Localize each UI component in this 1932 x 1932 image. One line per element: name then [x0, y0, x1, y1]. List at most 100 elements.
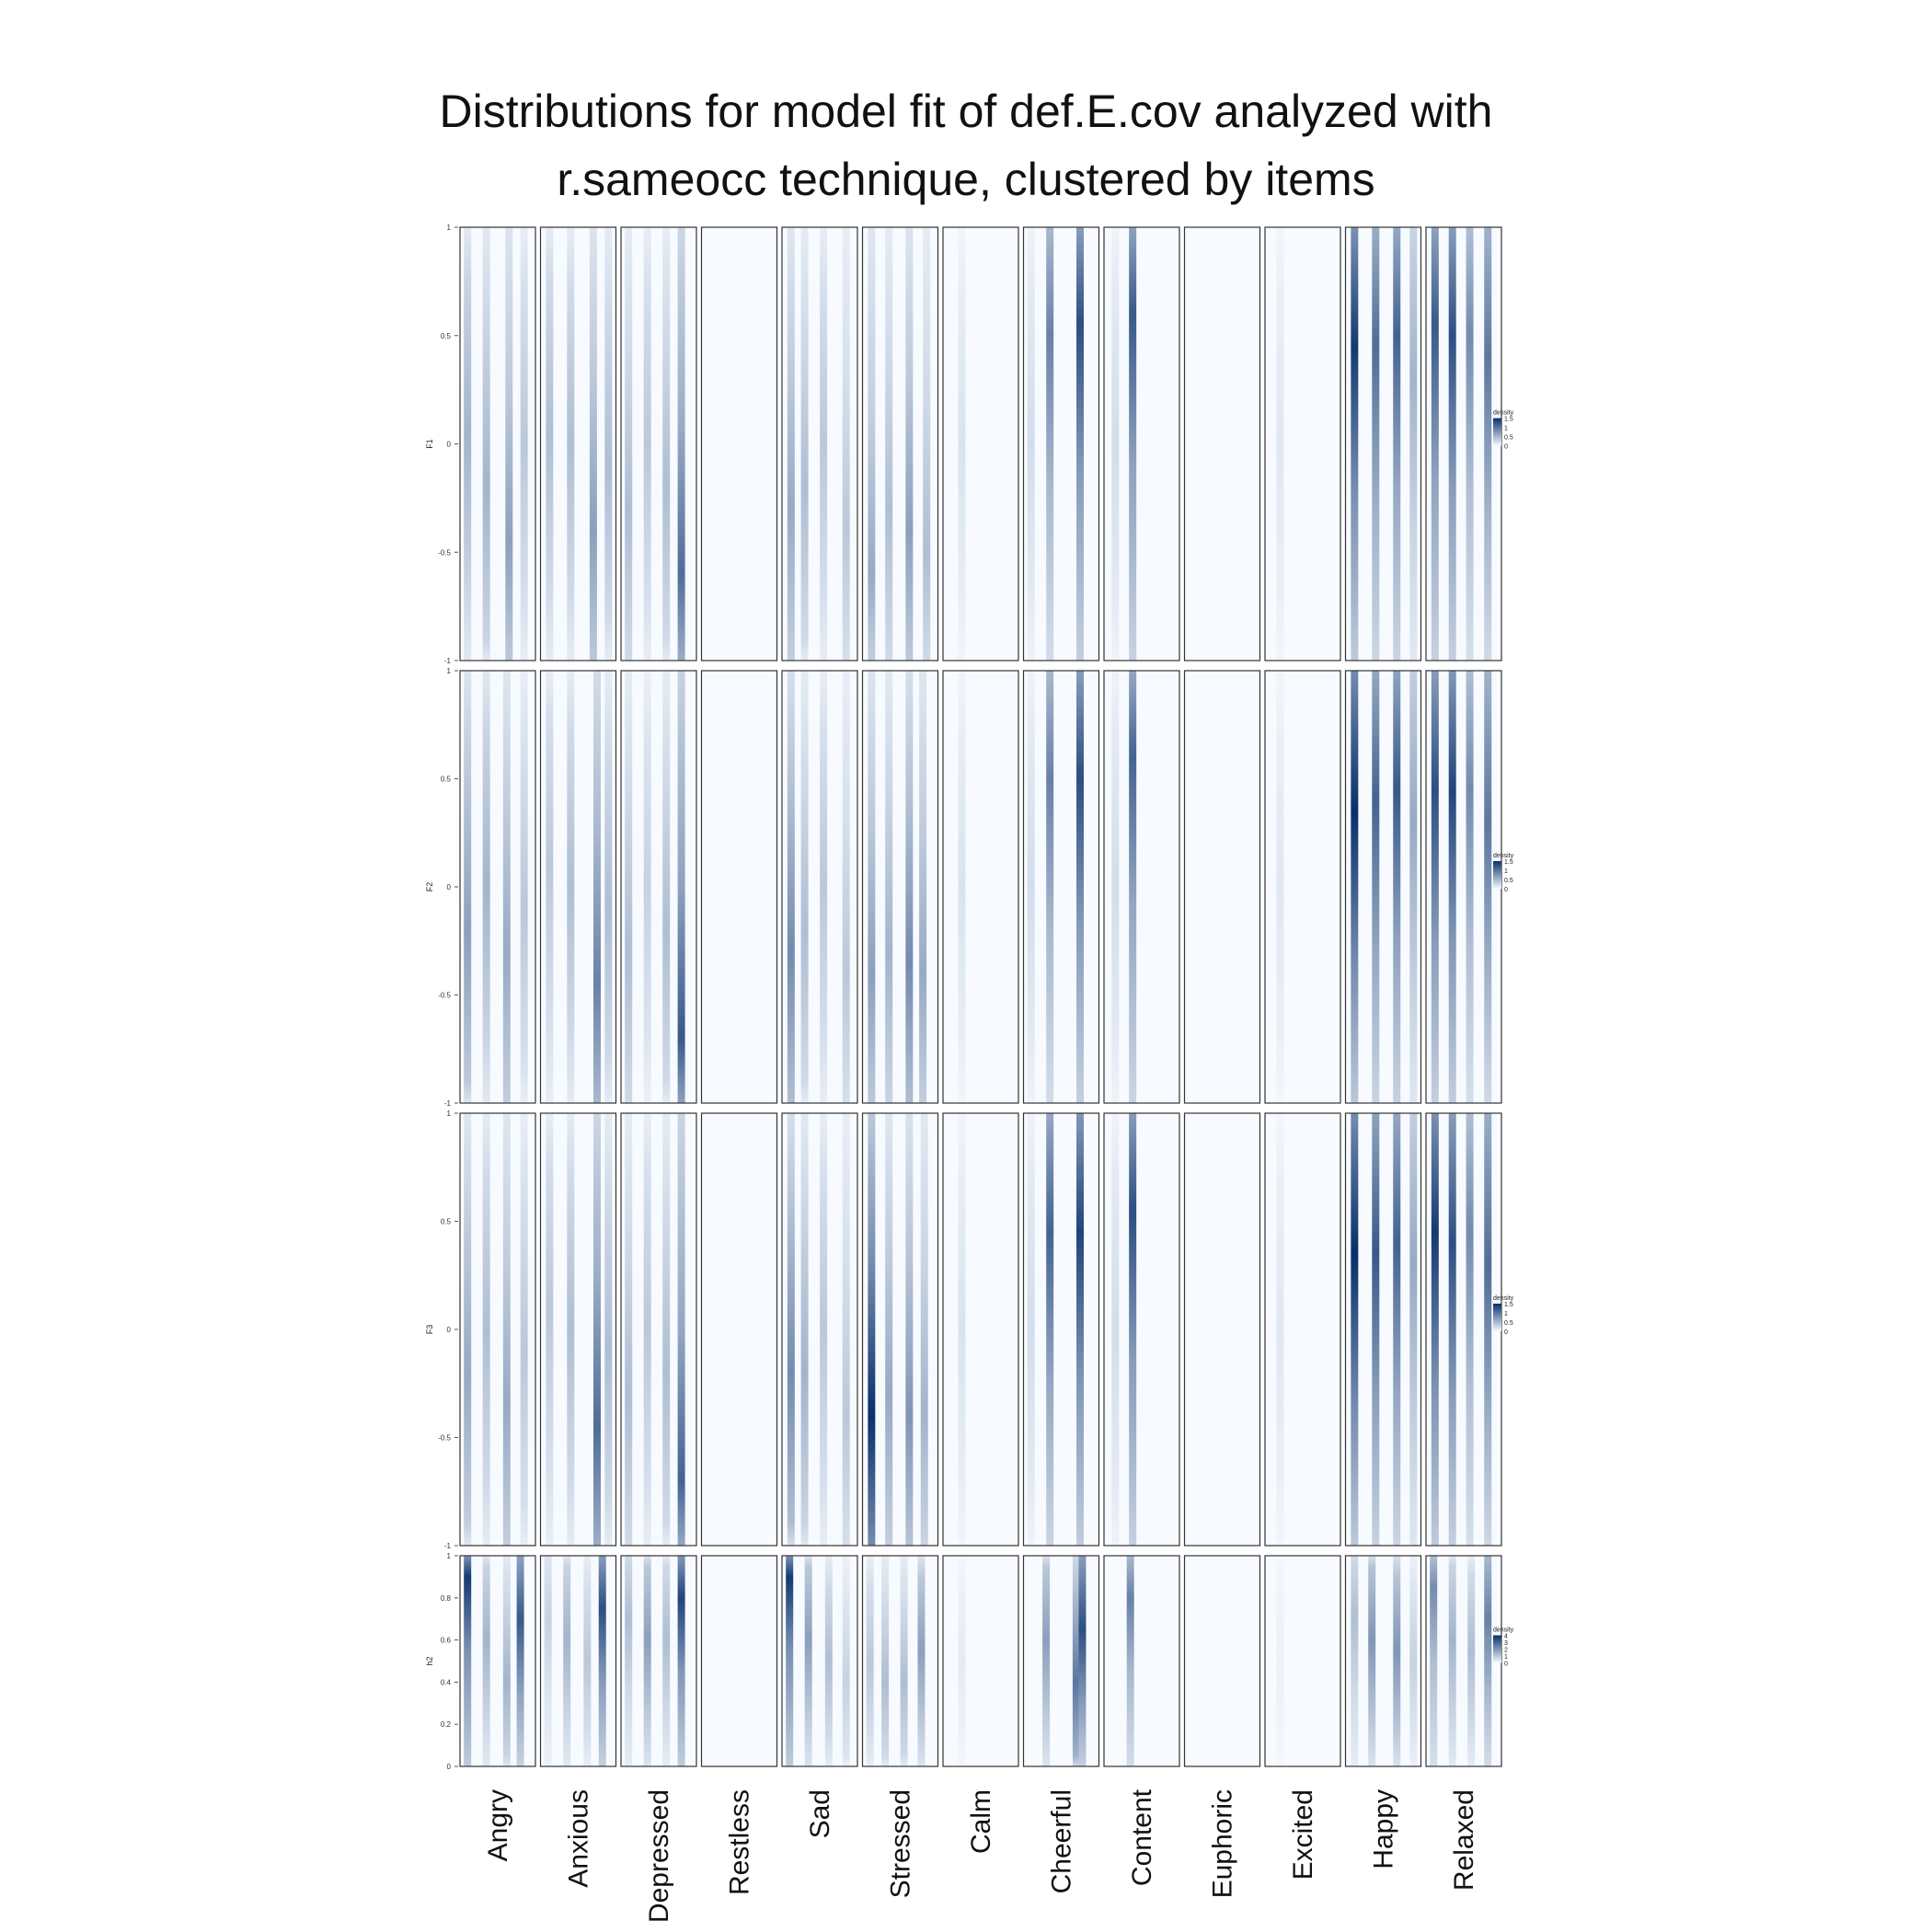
panel-border	[539, 670, 617, 1104]
category-label-stressed: Stressed	[886, 1789, 916, 1898]
category-label-restless: Restless	[725, 1789, 755, 1895]
panel-background	[1023, 1556, 1099, 1766]
density-stripe	[920, 1113, 928, 1546]
panel-background	[1184, 1556, 1260, 1766]
density-stripe	[1466, 1113, 1474, 1546]
density-stripe	[520, 1113, 528, 1546]
density-stripe	[885, 1113, 893, 1546]
category-label-content: Content	[1127, 1788, 1157, 1886]
density-stripe	[1409, 1113, 1418, 1546]
density-stripe	[589, 227, 597, 661]
density-stripe	[923, 227, 931, 661]
density-stripe	[787, 227, 795, 661]
density-stripe	[1372, 227, 1380, 661]
panel-background	[621, 671, 696, 1103]
density-stripe	[1368, 1556, 1376, 1766]
density-stripe	[662, 227, 671, 661]
panel-border	[942, 1555, 1019, 1767]
y-tick-label: 0.4	[441, 1678, 452, 1686]
legend-tick-label: 0.5	[1504, 435, 1513, 442]
density-stripe	[1076, 671, 1084, 1103]
density-stripe	[1129, 1113, 1137, 1546]
y-tick-label: 0.5	[441, 1218, 452, 1226]
density-stripe	[583, 1556, 592, 1766]
density-stripe	[1431, 227, 1439, 661]
density-stripe	[502, 1556, 511, 1766]
panel-border	[539, 226, 617, 661]
density-stripe	[917, 1556, 926, 1766]
y-tick-label: -0.5	[438, 548, 451, 557]
legend-tick-label: 1.5	[1504, 1302, 1513, 1308]
density-stripe	[546, 671, 554, 1103]
density-stripe	[1276, 671, 1284, 1103]
density-stripe	[1076, 1113, 1084, 1546]
density-stripe	[866, 1556, 874, 1766]
panel-border	[700, 226, 778, 661]
panel-background	[862, 1556, 938, 1766]
density-stripe	[842, 671, 850, 1103]
panel-background	[701, 1113, 777, 1546]
density-stripe	[885, 671, 893, 1103]
panel-background	[943, 1556, 1018, 1766]
density-stripe	[1409, 1556, 1418, 1766]
density-stripe	[881, 1556, 890, 1766]
category-label-depressed: Depressed	[644, 1789, 674, 1923]
legend-title: density	[1493, 1295, 1514, 1302]
panel-border	[781, 226, 858, 661]
category-label-excited: Excited	[1288, 1789, 1318, 1880]
density-stripe	[1409, 227, 1418, 661]
density-stripe	[643, 1113, 651, 1546]
density-stripe	[824, 1556, 833, 1766]
density-stripe	[1276, 1113, 1284, 1546]
panel-border	[942, 670, 1019, 1104]
density-stripe	[868, 671, 876, 1103]
panel-border	[1344, 670, 1422, 1104]
panel-border	[459, 226, 536, 661]
density-stripe	[1111, 227, 1120, 661]
panel-background	[621, 1113, 696, 1546]
density-stripe	[820, 671, 828, 1103]
density-stripe	[787, 1113, 795, 1546]
density-stripe	[625, 1113, 633, 1546]
density-stripe	[1409, 671, 1418, 1103]
density-stripe	[842, 1113, 850, 1546]
density-stripe	[786, 1556, 794, 1766]
density-stripe	[598, 1556, 606, 1766]
density-stripe	[464, 1113, 472, 1546]
density-stripe	[1126, 1556, 1134, 1766]
panel-background	[1265, 227, 1340, 661]
panel-background	[1265, 1556, 1340, 1766]
panel-background	[621, 1556, 696, 1766]
density-stripe	[520, 671, 528, 1103]
panel-background	[701, 1556, 777, 1766]
panel-border	[781, 670, 858, 1104]
density-stripe	[1042, 1556, 1051, 1766]
category-label-euphoric: Euphoric	[1208, 1789, 1238, 1898]
legend-tick-label: 1	[1504, 868, 1508, 875]
panel-background	[701, 671, 777, 1103]
density-stripe	[482, 671, 490, 1103]
legend-colorbar	[1493, 1304, 1501, 1331]
panel-border	[861, 1555, 939, 1767]
panel-border	[539, 1112, 617, 1547]
density-stripe	[1111, 671, 1120, 1103]
density-stripe	[1276, 1556, 1284, 1766]
density-stripe	[842, 227, 850, 661]
density-stripe	[625, 227, 633, 661]
density-stripe	[593, 1113, 601, 1546]
density-stripe	[919, 671, 927, 1103]
density-stripe	[464, 227, 472, 661]
panel-border	[459, 1112, 536, 1547]
density-stripe	[1027, 1113, 1035, 1546]
panel-background	[1104, 1556, 1179, 1766]
density-stripe	[625, 671, 633, 1103]
legend-title: density	[1493, 853, 1514, 859]
panel-border	[1022, 1555, 1100, 1767]
y-tick-label: 0	[447, 441, 452, 449]
density-stripe	[1046, 227, 1054, 661]
density-stripe	[593, 671, 601, 1103]
density-stripe	[482, 1113, 490, 1546]
legend-tick-label: 0.5	[1504, 1320, 1513, 1327]
panel-border	[1264, 1555, 1341, 1767]
y-tick-label: 0	[447, 1326, 452, 1334]
